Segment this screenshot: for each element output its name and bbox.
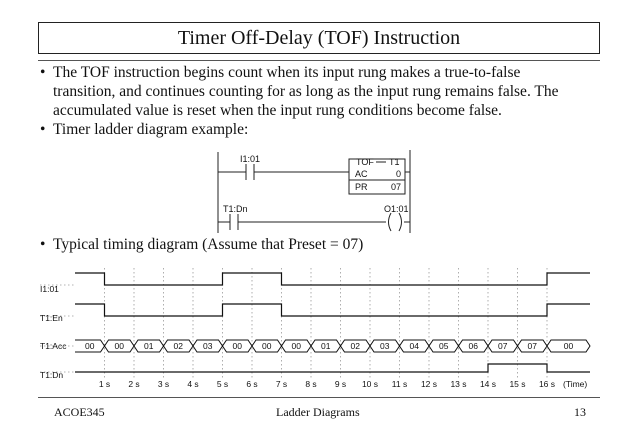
bus-segment [546,339,591,353]
bus-value: 02 [174,341,184,351]
bus-value: 04 [410,341,420,351]
bus-segment [103,339,135,353]
contact-i101-label: I1:01 [240,154,260,164]
bullet-line: accumulated value is reset when the inpu… [53,102,502,119]
bus-label: T1:Acc [40,341,67,351]
coil-o101-label: O1:01 [384,204,409,214]
bus-value: 05 [439,341,449,351]
bullet-line: The TOF instruction begins count when it… [53,64,521,81]
bullet-glyph: • [40,64,46,81]
bus-value: 06 [469,341,479,351]
bus-value: 01 [144,341,154,351]
signal-waveform [75,363,590,373]
bus-segment [280,339,312,353]
footer-topic: Ladder Diagrams [276,405,360,419]
bus-value: 00 [262,341,272,351]
bus-value: 07 [498,341,508,351]
bus-segment [487,339,519,353]
coil-o101-right-arc [398,212,402,232]
timing-grid [40,268,548,378]
signal-waveform [75,303,590,317]
signal-label: T1:En [40,313,63,323]
time-tick-label: 15 s [509,379,525,389]
bus-value: 00 [564,341,574,351]
bus-segment [428,339,460,353]
timer-ac-value: 0 [396,169,401,179]
time-axis-unit: (Time) [563,379,587,389]
timer-pr-label: PR [355,182,368,192]
timer-name-label: T1 [389,157,400,167]
bullet-line: transition, and continues counting for a… [53,83,559,100]
time-tick-label: 11 s [392,379,407,389]
bottom-divider [38,397,600,398]
bullet-ladder-example: • Timer ladder diagram example: [40,120,600,140]
bus-value: 00 [292,341,302,351]
bullet-glyph: • [40,121,46,138]
timer-type-label: TOF [356,157,374,167]
bus-value: 03 [203,341,213,351]
time-tick-label: 8 s [305,379,316,389]
time-tick-label: 16 s [539,379,555,389]
time-tick-label: 5 s [217,379,228,389]
timing-labels: I1:01 T1:En T1:Dn 00 00 01 02 03 00 00 00 01 02 03 04 0… [40,284,587,389]
time-tick-label: 9 s [335,379,346,389]
bus-segment [310,339,342,353]
bus-value: 00 [115,341,125,351]
time-tick-label: 12 s [421,379,437,389]
footer-page-number: 13 [574,405,586,419]
bus-segment [369,339,401,353]
time-tick-label: 4 s [187,379,198,389]
bus-segment [251,339,283,353]
bus-segment [162,339,194,353]
bullet-line: Timer ladder diagram example: [53,121,249,138]
time-tick-label: 10 s [362,379,378,389]
time-tick-label: 13 s [450,379,466,389]
bus-value: 00 [85,341,95,351]
time-tick-label: 14 s [480,379,496,389]
bullet-tof-description: • The TOF instruction begins count when … [40,63,600,123]
signal-label: T1:Dn [40,370,63,380]
bullet-glyph: • [40,236,46,253]
footer-course: ACOE345 [54,405,105,419]
top-divider [38,60,600,61]
tof-timer-block [348,158,406,195]
time-tick-label: 7 s [276,379,287,389]
bus-value: 03 [380,341,390,351]
bullet-timing-diagram: • Typical timing diagram (Assume that Pr… [40,235,600,255]
bus-segment [516,339,548,353]
bus-segment [339,339,371,353]
timer-ac-label: AC [355,169,368,179]
contact-t1dn-label: T1:Dn [223,204,248,214]
bus-value: 07 [528,341,538,351]
coil-o101-left-arc [388,212,392,232]
timing-waveforms [75,272,591,373]
timer-pr-value: 07 [391,182,401,192]
bus-value: 00 [233,341,243,351]
signal-label: I1:01 [40,284,59,294]
time-tick-label: 3 s [158,379,169,389]
slide-title: Timer Off-Delay (TOF) Instruction [38,22,600,54]
signal-waveform [75,272,590,286]
time-tick-label: 2 s [128,379,139,389]
bus-segment [398,339,430,353]
bus-value: 02 [351,341,361,351]
bullet-line: Typical timing diagram (Assume that Pres… [53,236,364,253]
time-tick-label: 1 s [99,379,110,389]
bus-value: 01 [321,341,331,351]
time-tick-label: 6 s [246,379,257,389]
bus-segment [192,339,224,353]
bus-segment [221,339,253,353]
bus-segment [133,339,165,353]
bus-segment [457,339,489,353]
